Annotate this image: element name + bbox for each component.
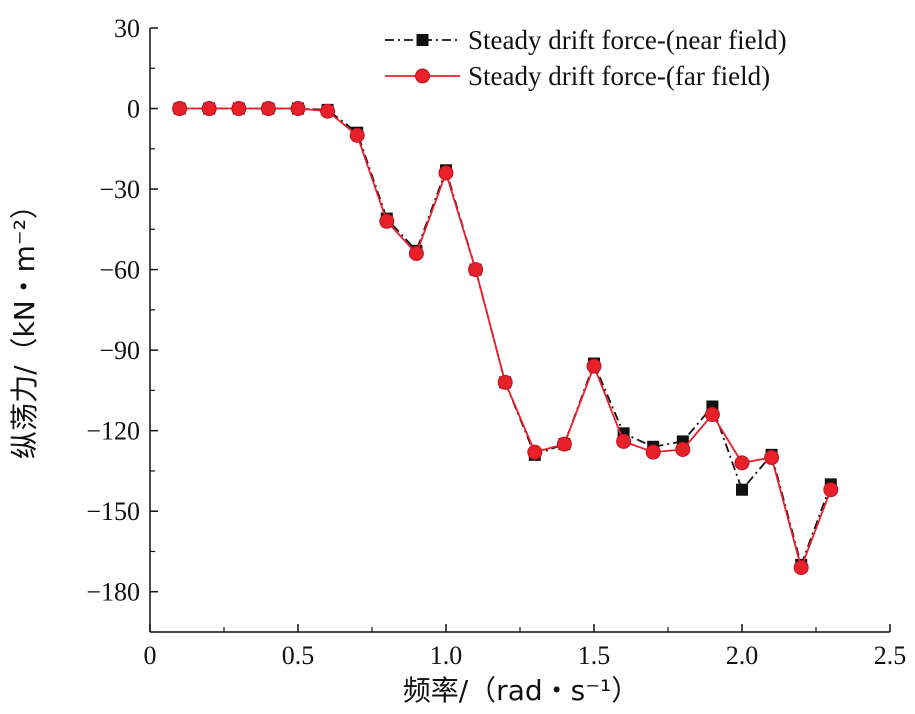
y-tick-label: −150 — [86, 497, 140, 526]
data-point — [823, 482, 839, 498]
legend-marker — [416, 34, 429, 46]
legend: Steady drift force-(near field) Steady dr… — [385, 25, 787, 91]
legend-label: Steady drift force-(near field) — [468, 25, 787, 55]
x-tick-label: 1.0 — [430, 641, 463, 670]
data-point — [527, 444, 543, 460]
legend-label: Steady drift force-(far field) — [468, 61, 770, 91]
data-point — [201, 101, 217, 117]
data-point — [793, 560, 809, 576]
x-tick-label: 0 — [144, 641, 157, 670]
x-tick-label: 0.5 — [282, 641, 315, 670]
x-axis-title: 频率/（rad・s⁻¹） — [403, 674, 639, 707]
data-point — [290, 101, 306, 117]
data-point — [172, 101, 188, 117]
data-point — [556, 436, 572, 452]
data-point — [231, 101, 247, 117]
series-1 — [173, 102, 837, 571]
data-point — [468, 262, 484, 278]
y-tick-label: −120 — [86, 417, 140, 446]
x-tick-label: 2.5 — [874, 641, 907, 670]
data-point — [616, 433, 632, 449]
series-line — [179, 107, 832, 569]
y-axis-title: 纵荡力/（kN・m⁻²） — [8, 191, 41, 459]
series-line — [179, 107, 832, 566]
series-layer — [172, 101, 839, 576]
data-point — [675, 441, 691, 457]
ticks: 30 0 −30 −60 −90 −120 −150 −180 0 0.5 1.0 1.5 2.0 2.5 — [86, 14, 906, 670]
x-tick-label: 2.0 — [726, 641, 759, 670]
data-point — [438, 165, 454, 181]
data-point — [497, 374, 513, 390]
data-point — [379, 213, 395, 229]
y-tick-label: 0 — [127, 95, 140, 124]
data-point — [586, 358, 602, 374]
x-tick-label: 1.5 — [578, 641, 611, 670]
data-point — [736, 483, 748, 496]
data-point — [764, 450, 780, 466]
data-point — [408, 245, 424, 261]
y-tick-label: 30 — [114, 14, 140, 43]
data-point — [320, 103, 336, 119]
y-tick-label: −180 — [86, 578, 140, 607]
y-tick-label: −90 — [99, 336, 140, 365]
axes — [149, 28, 890, 633]
y-tick-label: −60 — [99, 256, 140, 285]
y-tick-label: −30 — [99, 175, 140, 204]
data-point — [349, 127, 365, 143]
data-point — [734, 455, 750, 471]
data-point — [645, 444, 661, 460]
series-2 — [172, 101, 839, 576]
legend-marker — [415, 68, 430, 84]
data-point — [260, 101, 276, 117]
data-point — [704, 407, 720, 423]
